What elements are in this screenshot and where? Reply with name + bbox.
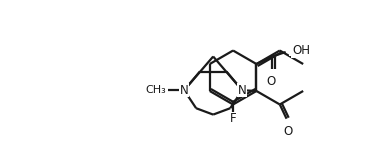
Text: O: O: [266, 75, 275, 88]
Text: O: O: [284, 125, 293, 138]
Text: OH: OH: [292, 44, 310, 57]
Text: CH₃: CH₃: [146, 85, 166, 95]
Text: HN: HN: [290, 43, 307, 56]
Text: N: N: [180, 84, 188, 97]
Text: N: N: [238, 84, 247, 97]
Text: F: F: [230, 112, 236, 125]
